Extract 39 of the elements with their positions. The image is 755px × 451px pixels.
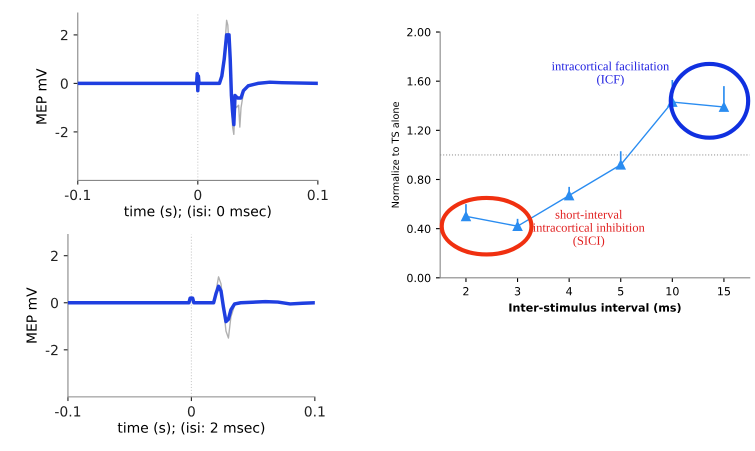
y-tick-label: 2 (60, 30, 68, 40)
point (719, 102, 729, 112)
x-tick-label: 0.1 (308, 190, 328, 200)
x-tick-label: -0.1 (64, 190, 90, 200)
x-axis-title: time (s); (isi: 0 msec) (124, 206, 271, 218)
y-tick-label: 1.60 (408, 77, 430, 86)
y-axis-title: Normalize to TS alone (391, 102, 399, 208)
annotation: intracortical facilitation (ICF) (552, 61, 670, 86)
x-tick-label: 0.1 (304, 406, 325, 417)
x-axis-title: Inter-stimulus interval (ms) (509, 303, 681, 314)
y-tick-label: 0.80 (407, 175, 430, 184)
y-tick-label: 0 (51, 298, 58, 308)
y-axis-title: MEP mV (36, 68, 46, 124)
x-tick-label: 4 (566, 287, 572, 296)
y-tick-label: 2.00 (407, 28, 430, 36)
point (461, 212, 471, 222)
x-axis-title: time (s); (isi: 2 msec) (118, 422, 264, 435)
point (512, 221, 522, 232)
x-tick-label: 0 (188, 406, 195, 417)
x-tick-label: 10 (666, 287, 679, 296)
x-tick-label: 5 (618, 287, 624, 296)
x-tick-label: -0.1 (55, 406, 80, 417)
y-tick-label: 1.20 (408, 126, 430, 135)
y-tick-label: 0.40 (407, 224, 430, 234)
y-tick-label: -2 (46, 344, 58, 356)
point (616, 160, 626, 170)
y-tick-label: 0 (60, 78, 68, 89)
annotation: short-interval intracortical inhibition (SICI) (532, 210, 645, 248)
x-tick-label: 3 (514, 287, 520, 296)
x-tick-label: 0 (194, 190, 202, 200)
y-axis-title: MEP mV (26, 288, 37, 343)
line-series (78, 33, 318, 126)
y-tick-label: 0.00 (407, 274, 430, 282)
point (564, 190, 574, 200)
y-tick-label: 2 (51, 250, 58, 261)
y-tick-label: -2 (56, 126, 68, 138)
line-series (68, 284, 315, 324)
x-tick-label: 2 (463, 287, 468, 296)
x-tick-label: 15 (718, 287, 730, 296)
